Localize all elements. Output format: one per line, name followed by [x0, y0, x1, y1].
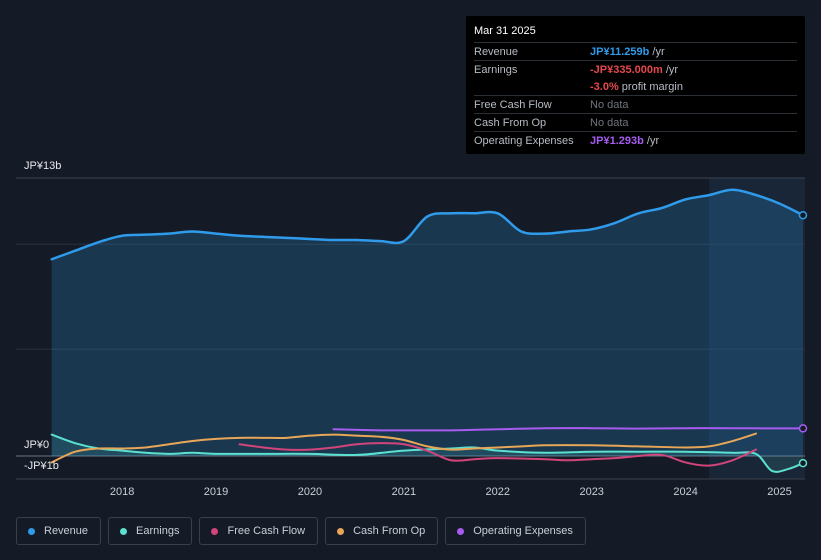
legend-dot-icon	[120, 527, 128, 535]
unit: profit margin	[618, 80, 683, 93]
legend-item-revenue[interactable]: Revenue	[16, 517, 102, 545]
x-tick-label: 2024	[673, 486, 697, 498]
margin-value: -3.0%	[590, 80, 619, 93]
fcf-line	[238, 442, 758, 467]
earnings-end-marker	[798, 458, 808, 468]
opex-value: JP¥1.293b	[590, 134, 644, 147]
x-tick-label: 2018	[110, 486, 134, 498]
legend-dot-icon	[28, 527, 35, 535]
legend: Revenue Earnings Free Cash Flow Cash Fro…	[16, 517, 586, 547]
gridlines	[16, 177, 805, 480]
tooltip-row-revenue: Revenue JP¥11.259b /yr	[474, 42, 797, 60]
revenue-value: JP¥11.259b	[590, 45, 650, 58]
legend-label: Earnings	[136, 525, 180, 537]
legend-item-free-cash-flow[interactable]: Free Cash Flow	[199, 517, 319, 545]
x-tick-label: 2023	[579, 486, 603, 498]
series-layer	[50, 188, 808, 473]
tooltip-label: Cash From Op	[474, 116, 547, 129]
revenue-line	[50, 188, 805, 261]
x-tick-label: 2019	[204, 486, 228, 498]
x-tick-label: 2022	[486, 486, 510, 498]
tooltip-value: JP¥11.259b /yr	[590, 46, 665, 58]
y-tick-label-top: JP¥13b	[24, 160, 62, 172]
tooltip-value: JP¥1.293b /yr	[590, 135, 659, 147]
opex-line	[332, 427, 804, 432]
earnings-area	[51, 434, 803, 472]
x-tick-label: 2021	[392, 486, 416, 498]
x-tick-label: 2020	[298, 486, 322, 498]
unit: /yr	[643, 134, 660, 147]
legend-dot-icon	[211, 527, 219, 535]
legend-label: Operating Expenses	[473, 525, 573, 537]
unit: /yr	[649, 45, 665, 58]
legend-label: Free Cash Flow	[227, 525, 306, 537]
tooltip-row-cfo: Cash From Op No data	[474, 113, 797, 131]
x-axis: 2018 2019 2020 2021 2022 2023 2024 2025	[110, 486, 792, 498]
tooltip-row-margin: -3.0% profit margin	[474, 78, 797, 95]
legend-item-cash-from-op[interactable]: Cash From Op	[325, 517, 439, 545]
tooltip-label: Earnings	[474, 63, 518, 76]
tooltip-row-opex: Operating Expenses JP¥1.293b /yr	[474, 131, 797, 149]
opex-end-marker	[798, 424, 808, 433]
tooltip-date: Mar 31 2025	[474, 25, 536, 37]
revenue-area	[51, 189, 803, 456]
x-tick-label: 2025	[767, 486, 791, 498]
tooltip-label: Revenue	[474, 45, 519, 58]
revenue-end-marker	[798, 210, 808, 220]
cfo-line	[50, 432, 758, 464]
earnings-line	[50, 433, 804, 473]
unit: /yr	[662, 63, 679, 76]
tooltip-value: -3.0% profit margin	[590, 81, 683, 93]
tooltip-label: Free Cash Flow	[474, 98, 552, 111]
earnings-value: -JP¥335.000m	[590, 63, 663, 76]
tooltip-label: Operating Expenses	[474, 134, 574, 147]
tooltip-value: -JP¥335.000m /yr	[590, 64, 678, 76]
legend-dot-icon	[337, 527, 345, 535]
legend-item-earnings[interactable]: Earnings	[108, 517, 193, 545]
legend-dot-icon	[457, 527, 465, 535]
tooltip-row-earnings: Earnings -JP¥335.000m /yr	[474, 60, 797, 78]
tooltip: Mar 31 2025 Revenue JP¥11.259b /yr Earni…	[466, 16, 805, 154]
y-tick-label-zero: JP¥0	[24, 439, 50, 451]
legend-item-operating-expenses[interactable]: Operating Expenses	[445, 517, 586, 545]
tooltip-row-fcf: Free Cash Flow No data	[474, 95, 797, 113]
fcf-value: No data	[590, 98, 629, 111]
legend-label: Revenue	[44, 525, 89, 537]
cfo-value: No data	[590, 116, 629, 129]
legend-label: Cash From Op	[353, 525, 426, 537]
y-tick-label-bottom: -JP¥1b	[24, 460, 59, 472]
